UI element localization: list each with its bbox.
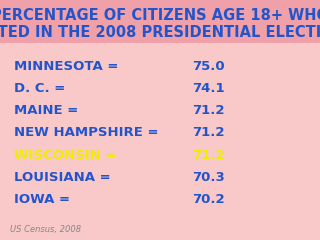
Text: LOUISIANA =: LOUISIANA = bbox=[14, 171, 111, 184]
FancyBboxPatch shape bbox=[0, 0, 320, 43]
Text: WISCONSIN =: WISCONSIN = bbox=[14, 149, 117, 162]
Text: 71.2: 71.2 bbox=[192, 149, 225, 162]
Text: 71.2: 71.2 bbox=[192, 104, 225, 117]
Text: US Census, 2008: US Census, 2008 bbox=[10, 225, 81, 234]
Text: 75.0: 75.0 bbox=[192, 60, 225, 72]
Text: 71.2: 71.2 bbox=[192, 126, 225, 139]
Text: MAINE =: MAINE = bbox=[14, 104, 79, 117]
Text: VOTED IN THE 2008 PRESIDENTIAL ELECTION: VOTED IN THE 2008 PRESIDENTIAL ELECTION bbox=[0, 25, 320, 40]
Text: PERCENTAGE OF CITIZENS AGE 18+ WHO: PERCENTAGE OF CITIZENS AGE 18+ WHO bbox=[0, 8, 320, 23]
Text: MINNESOTA =: MINNESOTA = bbox=[14, 60, 119, 72]
Text: 70.3: 70.3 bbox=[192, 171, 225, 184]
Text: 74.1: 74.1 bbox=[192, 82, 225, 95]
Text: IOWA =: IOWA = bbox=[14, 193, 70, 206]
Text: NEW HAMPSHIRE =: NEW HAMPSHIRE = bbox=[14, 126, 159, 139]
Text: 70.2: 70.2 bbox=[192, 193, 225, 206]
Text: D. C. =: D. C. = bbox=[14, 82, 66, 95]
